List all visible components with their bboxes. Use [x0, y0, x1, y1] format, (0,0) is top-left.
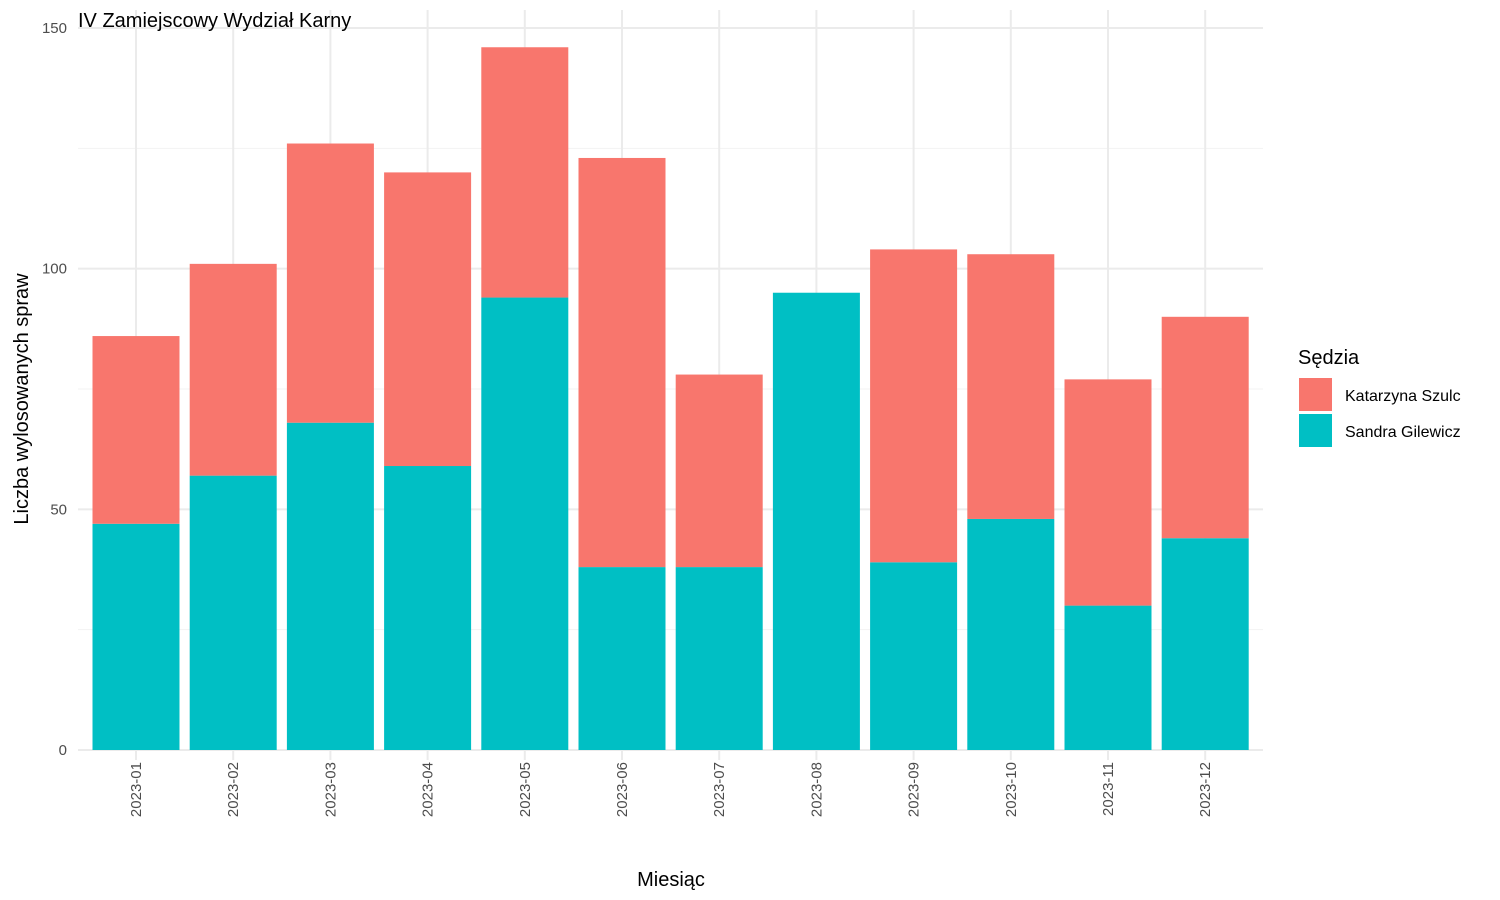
bar-segment	[967, 518, 1055, 750]
y-axis-ticks: 0 50 100 150	[42, 20, 67, 759]
bar-segment	[870, 562, 958, 750]
bar-segment	[189, 475, 277, 750]
bar-segment	[92, 523, 180, 750]
bar-segment	[870, 249, 958, 563]
bar-segment	[1161, 316, 1249, 539]
x-tick-label: 2023-09	[906, 762, 923, 817]
y-tick-label: 100	[42, 261, 67, 278]
legend-title: Sędzia	[1298, 347, 1360, 369]
y-tick-label: 0	[59, 742, 67, 759]
y-tick-label: 150	[42, 20, 67, 37]
x-tick-label: 2023-12	[1197, 762, 1214, 817]
bar-segment	[286, 422, 374, 750]
chart-title: IV Zamiejscowy Wydział Karny	[78, 10, 351, 32]
bar-segment	[1064, 379, 1152, 606]
bar-segment	[1064, 605, 1152, 750]
x-tick-label: 2023-11	[1100, 762, 1117, 816]
bar-segment	[1161, 538, 1249, 750]
bar-segment	[481, 47, 569, 298]
x-tick-label: 2023-10	[1003, 762, 1020, 817]
x-tick-label: 2023-01	[128, 762, 145, 817]
bar-segment	[384, 172, 472, 467]
bar-segment	[92, 336, 180, 524]
x-tick-label: 2023-06	[614, 762, 631, 817]
x-tick-label: 2023-05	[517, 762, 534, 817]
legend-swatch	[1299, 378, 1332, 411]
legend: Sędzia Katarzyna Szulc Sandra Gilewicz	[1298, 347, 1461, 447]
bar-segment	[675, 567, 763, 750]
bar-segment	[772, 292, 860, 750]
bars	[92, 47, 1249, 750]
bar-segment	[967, 254, 1055, 519]
x-tick-label: 2023-04	[420, 762, 437, 817]
bar-segment	[286, 143, 374, 423]
x-tick-label: 2023-02	[225, 762, 242, 817]
x-tick-label: 2023-03	[322, 762, 339, 817]
bar-segment	[675, 374, 763, 568]
legend-swatch	[1299, 414, 1332, 447]
legend-label: Katarzyna Szulc	[1345, 388, 1461, 405]
bar-segment	[578, 567, 666, 750]
bar-segment	[481, 297, 569, 750]
x-tick-label: 2023-07	[711, 762, 728, 817]
bar-segment	[189, 263, 277, 476]
y-tick-label: 50	[50, 501, 67, 518]
y-axis-title: Liczba wylosowanych spraw	[11, 273, 33, 525]
x-axis-ticks: 2023-01 2023-02 2023-03 2023-04 2023-05 2023-…	[128, 762, 1214, 817]
bar-segment	[578, 157, 666, 568]
x-axis-title: Miesiąc	[637, 869, 705, 891]
x-tick-label: 2023-08	[808, 762, 825, 817]
legend-label: Sandra Gilewicz	[1345, 424, 1461, 441]
bar-segment	[384, 466, 472, 750]
